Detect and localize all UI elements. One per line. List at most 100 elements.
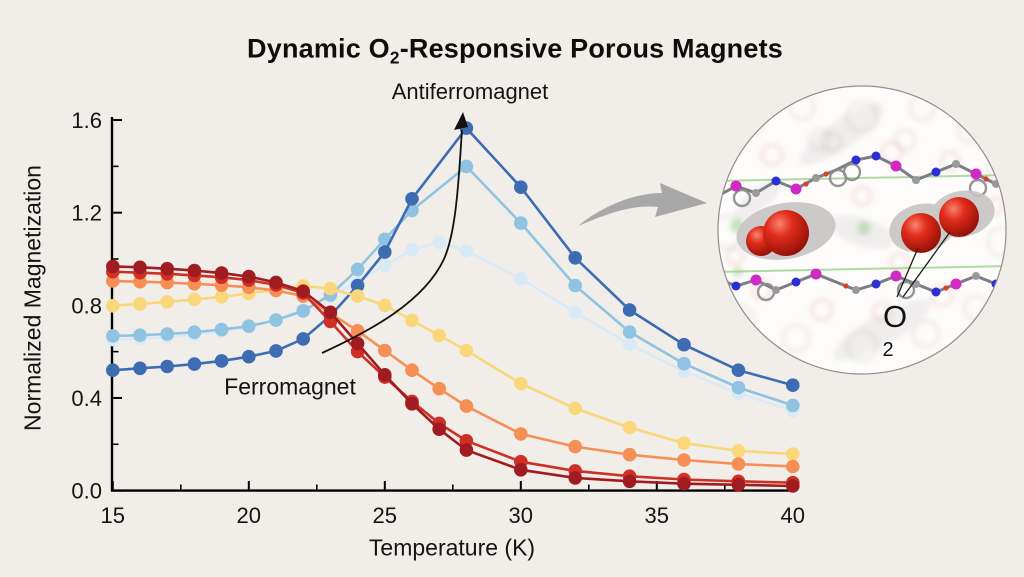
data-point xyxy=(378,343,392,358)
data-point xyxy=(459,399,474,413)
data-point xyxy=(568,305,582,320)
data-point xyxy=(106,274,120,288)
data-point xyxy=(133,260,147,275)
data-point xyxy=(405,192,419,206)
molecular-chain-top xyxy=(718,151,1006,208)
x-tick-label: 30 xyxy=(509,503,533,528)
data-point xyxy=(786,459,800,474)
data-point xyxy=(568,250,582,265)
title-subscript: 2 xyxy=(389,47,400,68)
data-point xyxy=(514,271,528,286)
data-point xyxy=(269,275,283,290)
data-point xyxy=(187,263,202,278)
data-point xyxy=(187,325,202,340)
data-point xyxy=(514,427,528,441)
data-point xyxy=(296,284,311,299)
data-point xyxy=(405,363,419,378)
data-point xyxy=(242,319,256,334)
data-point xyxy=(350,262,365,277)
data-point xyxy=(160,261,174,276)
data-point xyxy=(160,295,174,309)
data-point xyxy=(323,281,338,296)
data-point xyxy=(459,343,474,358)
annotation-antiferromagnet: Antiferromagnet xyxy=(391,79,549,104)
data-point xyxy=(731,478,746,492)
data-point xyxy=(242,349,256,364)
data-point xyxy=(160,359,174,374)
data-point xyxy=(731,380,746,395)
data-point xyxy=(622,337,637,352)
data-point xyxy=(432,381,447,396)
x-axis-label: Temperature (K) xyxy=(368,534,536,561)
data-point xyxy=(731,363,746,378)
data-point xyxy=(350,278,365,293)
data-point xyxy=(269,344,283,358)
data-point xyxy=(214,290,229,304)
o2-sphere-left xyxy=(763,210,809,256)
data-point xyxy=(106,299,120,313)
title-text-suffix: -Responsive Porous Magnets xyxy=(399,33,783,64)
axis-frame xyxy=(110,117,795,492)
data-point xyxy=(378,258,392,273)
o2-sphere-right-2 xyxy=(939,197,979,237)
antiferromagnet-arrow xyxy=(321,112,468,354)
y-axis-label: Normalized Magnetization xyxy=(19,165,46,431)
o2-sphere-right-1 xyxy=(901,213,941,253)
data-point xyxy=(296,304,311,318)
data-point xyxy=(269,313,283,327)
data-point xyxy=(405,313,419,328)
series-line-dark-blue xyxy=(112,126,794,387)
data-point xyxy=(432,235,447,250)
y-tick-label: 0.4 xyxy=(71,386,102,411)
data-point xyxy=(568,278,582,293)
data-point xyxy=(459,443,474,457)
series-line-dark-red xyxy=(112,265,793,488)
inset-circle-border xyxy=(717,85,1007,375)
data-point xyxy=(214,266,229,280)
crystal-structure-inset: O 2 xyxy=(717,85,1007,375)
x-tick-label: 35 xyxy=(645,503,669,528)
x-tick-label: 15 xyxy=(101,503,125,528)
data-point xyxy=(622,420,637,435)
data-point xyxy=(405,397,419,411)
data-point xyxy=(242,269,256,284)
data-point xyxy=(514,180,528,194)
series-line-yellow xyxy=(112,284,793,456)
data-point xyxy=(731,457,746,471)
data-point xyxy=(350,289,365,303)
data-point xyxy=(622,325,637,339)
data-point xyxy=(459,244,474,258)
data-point xyxy=(187,357,202,371)
data-point xyxy=(405,242,419,257)
title-text: Dynamic O xyxy=(247,33,390,64)
data-point xyxy=(214,354,229,368)
data-point xyxy=(106,259,120,274)
series-palest-blue xyxy=(106,235,800,418)
data-point xyxy=(568,401,582,416)
series-yellow xyxy=(106,279,800,461)
data-point xyxy=(677,436,691,450)
data-point xyxy=(677,356,691,371)
data-point xyxy=(459,159,474,174)
series-line-palest-blue xyxy=(112,240,794,412)
y-tick-label: 1.6 xyxy=(71,108,102,133)
data-point xyxy=(133,297,147,311)
data-point xyxy=(622,303,637,317)
o2-pointer-lines xyxy=(896,231,951,298)
data-point xyxy=(378,368,392,382)
data-point xyxy=(514,376,528,391)
data-point xyxy=(677,476,691,491)
y-axis-ticks: 0.0 0.4 0.8 1.2 1.6 xyxy=(71,108,122,504)
y-tick-label: 0.8 xyxy=(71,293,102,318)
data-point xyxy=(786,479,800,493)
x-tick-label: 25 xyxy=(373,503,397,528)
data-point xyxy=(378,298,392,313)
data-point xyxy=(677,337,691,352)
data-point xyxy=(622,447,637,462)
data-point xyxy=(432,422,447,437)
data-point xyxy=(677,453,691,467)
data-point xyxy=(731,444,746,458)
data-point xyxy=(133,328,147,343)
data-point xyxy=(432,328,447,343)
